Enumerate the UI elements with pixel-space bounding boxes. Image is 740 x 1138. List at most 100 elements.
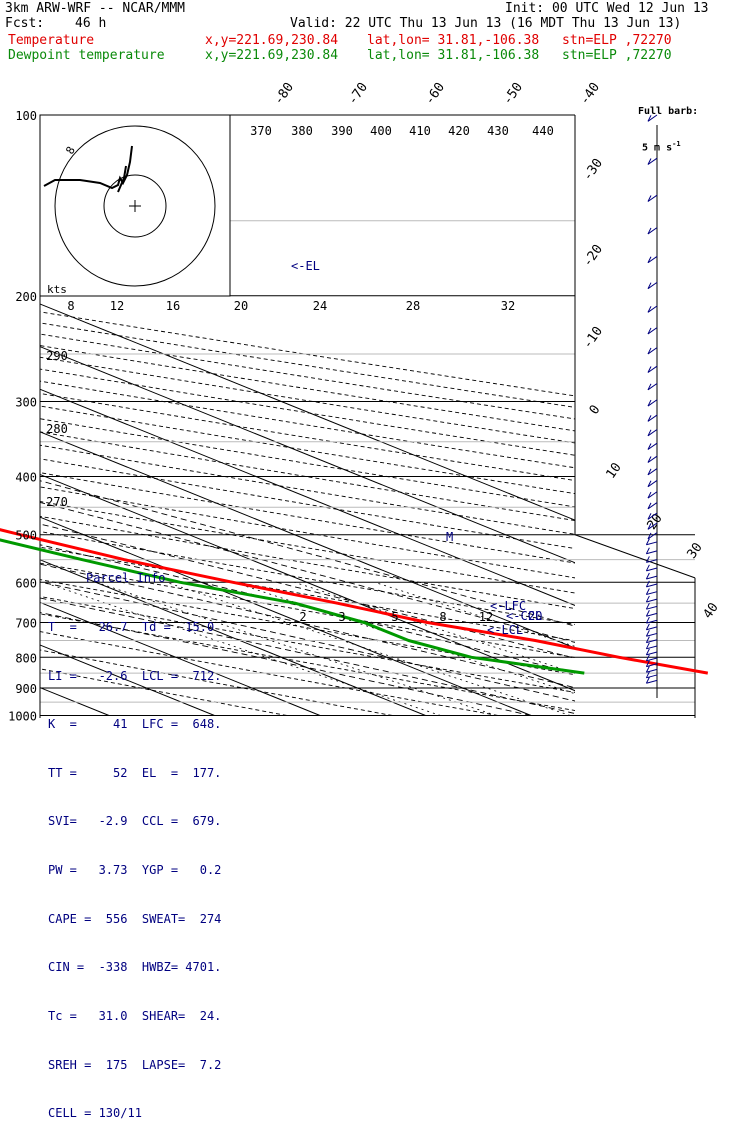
wind-barb [646,645,658,650]
wind-barb [647,114,658,122]
parcel-info-row: LI = -2.6 LCL = 712. [48,668,222,683]
parcel-info-row: CELL = 130/11 [48,1106,142,1121]
wind-barb [646,591,658,596]
pressure-tick-label: 700 [15,616,37,630]
mixing-ratio-label: 24 [313,299,327,313]
isotherm-line [40,516,532,716]
isotherm-line [40,388,575,606]
wind-barb-flag [645,602,650,610]
parcel-info-row: TT = 52 EL = 177. [48,765,222,780]
wind-barb [647,194,658,202]
isotherm-tick-label: -40 [577,80,603,108]
wind-barb [647,522,658,530]
wind-barb-flag [645,588,650,595]
wind-barb [646,598,658,603]
init-time: Init: 00 UTC Wed 12 Jun 13 [505,1,709,16]
wind-barb-flag [645,556,650,563]
wind-barb-flag [645,538,650,546]
pressure-tick-label: 200 [15,290,37,304]
wind-barb-flag [645,648,650,656]
moist-adiabat-line [40,612,532,716]
isotherm-tick-label: 30 [684,540,705,561]
wind-barb-flag [647,429,652,437]
wind-barb [647,383,658,391]
mixing-ratio-label: 12 [479,610,493,624]
wind-barb-flag [647,366,652,373]
wind-barb-flag [645,572,650,580]
wind-barb [646,619,658,624]
wind-barb-flag [647,195,652,202]
wind-barb-flag [645,595,650,603]
mixing-ratio-label: 8 [439,610,446,624]
wind-barb-flag [647,282,652,289]
wind-barb [647,157,658,165]
wind-barb [646,550,658,555]
isotherm-tick-label: -20 [580,242,606,270]
wind-barb [646,605,658,610]
isotherm-tick-label: -50 [500,80,526,108]
wind-barb [647,305,658,313]
wind-barb-flag [645,630,650,637]
pressure-tick-label: 800 [15,651,37,665]
wind-barb-flag [647,502,652,510]
level-annotation: <-LFC [490,599,526,613]
temperature-xy: x,y=221.69,230.84 [205,33,339,48]
mixing-ratio-label: 5 [391,610,398,624]
wind-barb [646,639,658,644]
wind-barb [647,281,658,290]
wind-barb [646,674,658,679]
wind-barb [647,227,658,235]
mixing-ratio-line [374,581,575,647]
moist-adiabat-line [40,597,575,714]
wind-barbs [645,114,658,698]
wind-barb [646,541,658,546]
wind-barb [646,651,658,656]
theta-tick-label: 390 [331,124,353,138]
profiles-layer [0,528,709,675]
wind-barb [647,429,658,437]
mixing-ratio-label: 12 [110,299,124,313]
isotherm-line [40,303,575,521]
wind-barb [647,455,658,463]
mixing-ratio-label: 28 [406,299,420,313]
parcel-info-row: SVI= -2.9 CCL = 679. [48,814,222,829]
parcel-info-panel: Parcel Info T = 26.7 Td = 15.0 LI = -2.6… [48,538,221,1138]
parcel-info-row: K = 41 LFC = 648. [48,717,222,732]
wind-barb [646,559,658,563]
wind-barb [647,491,658,499]
dewpoint-xy: x,y=221.69,230.84 [205,48,339,63]
wind-barb-flag [647,256,652,263]
wind-barb [646,626,658,631]
wind-barb [646,668,658,673]
parcel-info-title: Parcel Info [86,571,166,586]
forecast-hour: 46 h [75,16,107,31]
wind-barb-flag [645,636,650,643]
wind-barb-flag [647,115,652,122]
level-annotation: <-EL [291,259,320,273]
wind-barb [647,532,658,540]
wind-barb-flag [647,513,652,520]
level-annotation: 20 [528,609,542,623]
mixing-ratio-label: 3 [338,610,345,624]
theta-tick-label: 410 [409,124,431,138]
isotherm-tick-label: -60 [422,80,448,108]
wind-barb-flag [647,523,652,530]
wind-barb [646,679,658,684]
parcel-info-row: T = 26.7 Td = 15.0 [48,620,215,635]
parcel-info-row: Tc = 31.0 SHEAR= 24. [48,1008,222,1023]
wind-barb [647,256,658,264]
level-annotation: <-LCL [487,623,523,637]
wind-barb [647,468,658,476]
barb-legend-line1: Full barb: [638,106,699,117]
mixing-ratio-label: 2 [299,610,306,624]
wind-barb-flag [647,399,652,407]
wind-barb-flag [647,468,652,476]
hodograph-units-label: kts [47,283,67,296]
barb-legend: Full barb: 5 m s-1 [638,84,698,164]
wind-barb-flag [647,532,652,540]
level-annotation: M [446,530,453,544]
wind-barb [647,512,658,520]
isotherm-line [40,346,575,564]
wind-barb-flag [645,671,650,679]
